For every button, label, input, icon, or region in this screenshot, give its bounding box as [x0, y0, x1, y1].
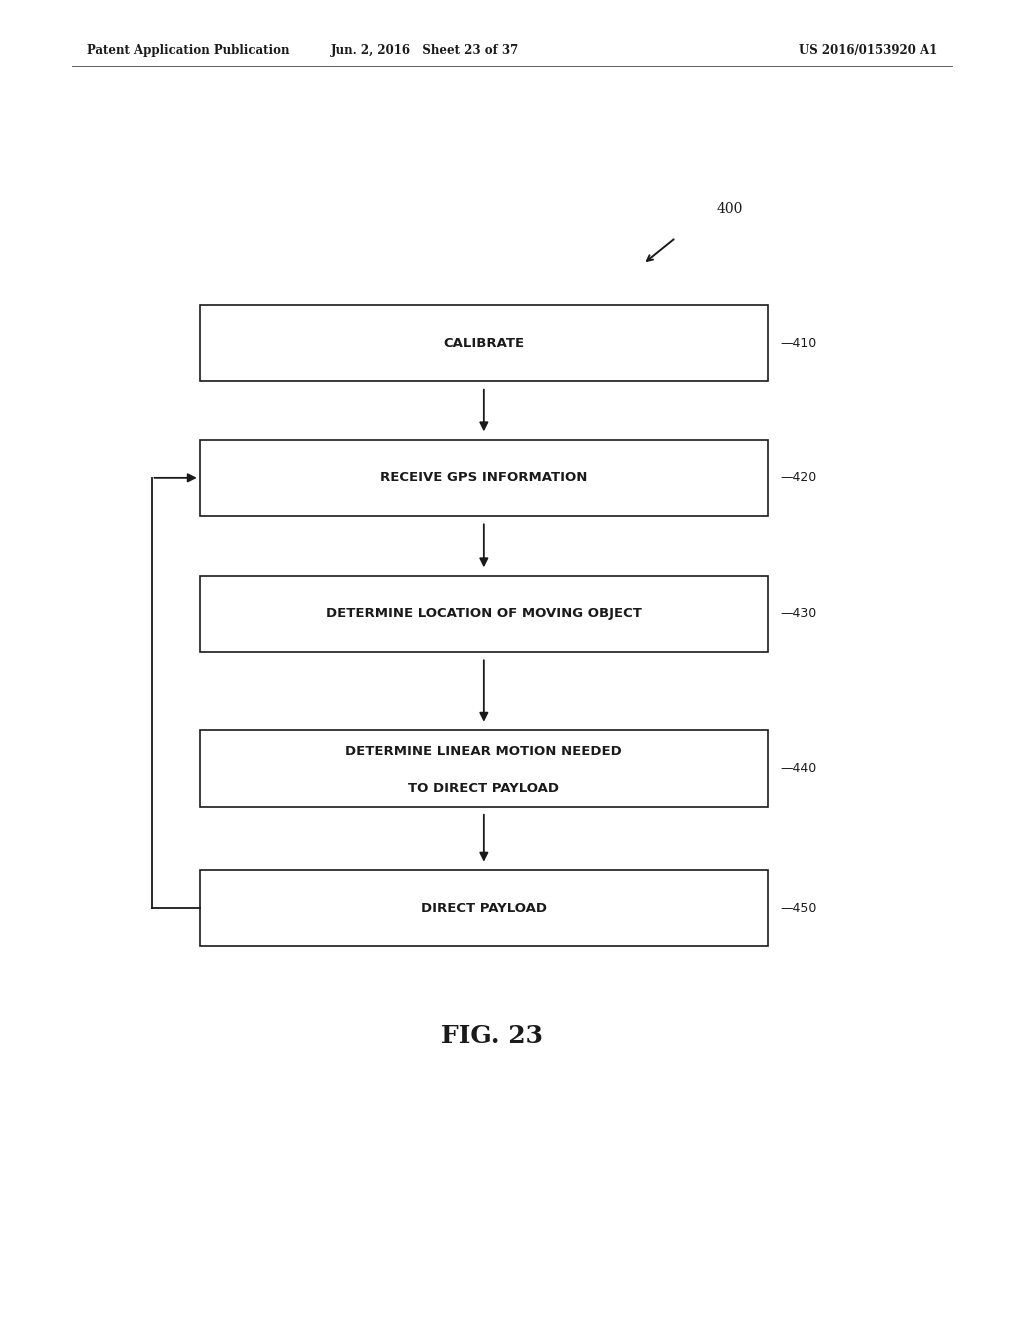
Bar: [200, 305, 768, 381]
Text: TO DIRECT PAYLOAD: TO DIRECT PAYLOAD: [409, 781, 559, 795]
Text: —420: —420: [780, 471, 816, 484]
Bar: [200, 870, 768, 946]
Text: —410: —410: [780, 337, 816, 350]
Text: FIG. 23: FIG. 23: [440, 1024, 543, 1048]
Text: US 2016/0153920 A1: US 2016/0153920 A1: [799, 44, 937, 57]
Text: DETERMINE LOCATION OF MOVING OBJECT: DETERMINE LOCATION OF MOVING OBJECT: [326, 607, 642, 620]
Text: DETERMINE LINEAR MOTION NEEDED: DETERMINE LINEAR MOTION NEEDED: [345, 744, 623, 758]
Text: Jun. 2, 2016   Sheet 23 of 37: Jun. 2, 2016 Sheet 23 of 37: [331, 44, 519, 57]
Bar: [200, 730, 768, 807]
Text: CALIBRATE: CALIBRATE: [443, 337, 524, 350]
Text: 400: 400: [717, 202, 743, 215]
Text: Patent Application Publication: Patent Application Publication: [87, 44, 290, 57]
Text: —430: —430: [780, 607, 816, 620]
Text: —450: —450: [780, 902, 817, 915]
Text: DIRECT PAYLOAD: DIRECT PAYLOAD: [421, 902, 547, 915]
Bar: [200, 440, 768, 516]
Text: RECEIVE GPS INFORMATION: RECEIVE GPS INFORMATION: [380, 471, 588, 484]
Bar: [200, 576, 768, 652]
Text: —440: —440: [780, 762, 816, 775]
